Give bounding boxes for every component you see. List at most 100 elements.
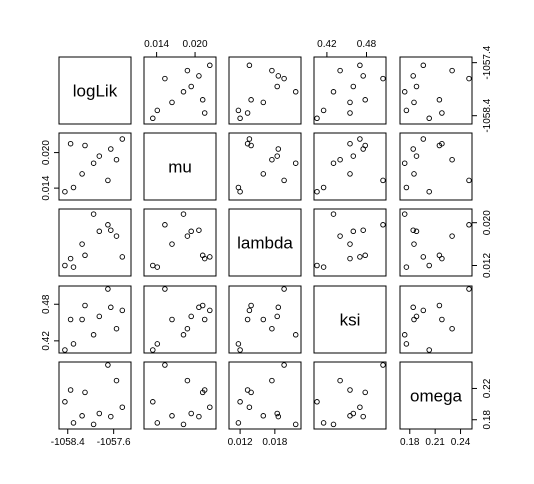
- point-ksi-vs-omega-8: [403, 341, 410, 347]
- point-ksi-vs-omega-5: [401, 332, 408, 338]
- point-ksi-vs-logLik-10: [62, 347, 68, 353]
- point-lambda-vs-mu-9: [201, 255, 208, 262]
- point-omega-vs-mu-4: [188, 410, 194, 417]
- point-omega-vs-mu-1: [184, 377, 191, 384]
- variable-label-lambda: lambda: [237, 234, 293, 253]
- panel-frame-lambda-logLik: [58, 208, 132, 277]
- panel-frame-lambda-omega: [399, 208, 473, 277]
- point-mu-vs-logLik-4: [96, 153, 103, 159]
- point-ksi-vs-mu-0: [207, 307, 213, 314]
- x-tick-label-bottom-logLik-0: -1058.4: [51, 437, 85, 448]
- point-omega-vs-mu-3: [162, 362, 168, 368]
- point-ksi-vs-lambda-7: [260, 316, 267, 323]
- point-mu-vs-lambda-10: [237, 188, 243, 195]
- y-tick-label-left-ksi-1: 0.48: [41, 294, 52, 314]
- variable-label-mu: mu: [168, 158, 192, 177]
- point-mu-vs-logLik-5: [90, 160, 97, 166]
- point-ksi-vs-logLik-3: [105, 286, 111, 292]
- point-ksi-vs-lambda-4: [274, 313, 280, 320]
- y-tick-label-right-logLik-1: -1057.4: [482, 45, 493, 79]
- point-omega-vs-logLik-2: [108, 413, 114, 420]
- point-ksi-vs-lambda-3: [281, 286, 287, 292]
- point-logLik-vs-omega-0: [420, 62, 427, 69]
- point-lambda-vs-mu-3: [162, 222, 168, 228]
- point-logLik-vs-omega-3: [466, 75, 472, 82]
- panel-frame-omega-mu: [143, 361, 217, 430]
- point-lambda-vs-logLik-6: [82, 252, 88, 259]
- point-logLik-vs-omega-4: [413, 83, 420, 90]
- point-ksi-vs-logLik-6: [82, 302, 88, 309]
- point-mu-vs-omega-0: [420, 136, 427, 142]
- point-ksi-vs-omega-9: [439, 316, 445, 323]
- point-lambda-vs-omega-7: [411, 241, 417, 247]
- point-mu-vs-omega-7: [411, 171, 417, 177]
- point-mu-vs-logLik-0: [119, 136, 126, 142]
- point-lambda-vs-omega-5: [401, 211, 408, 217]
- point-ksi-vs-logLik-1: [113, 325, 120, 332]
- point-logLik-vs-ksi-9: [347, 110, 353, 116]
- point-logLik-vs-omega-10: [426, 115, 432, 122]
- point-lambda-vs-omega-9: [439, 255, 445, 262]
- panel-frame-omega-lambda: [228, 361, 302, 430]
- point-mu-vs-omega-3: [466, 177, 472, 184]
- point-lambda-vs-logLik-9: [67, 255, 74, 262]
- point-lambda-vs-mu-7: [169, 241, 175, 247]
- point-ksi-vs-logLik-4: [96, 313, 103, 320]
- point-mu-vs-lambda-0: [246, 136, 253, 142]
- y-tick-label-left-mu-0: 0.014: [41, 175, 52, 200]
- point-logLik-vs-omega-8: [403, 107, 410, 114]
- point-omega-vs-logLik-6: [82, 389, 88, 396]
- point-ksi-vs-lambda-2: [275, 304, 282, 311]
- point-ksi-vs-logLik-7: [79, 316, 85, 323]
- point-mu-vs-logLik-8: [70, 184, 77, 191]
- panel-frame-ksi-lambda: [228, 285, 302, 354]
- point-ksi-vs-logLik-8: [70, 341, 77, 347]
- panel-frame-ksi-mu: [143, 285, 217, 354]
- point-ksi-vs-lambda-9: [244, 316, 251, 323]
- point-omega-vs-ksi-10: [314, 399, 320, 405]
- point-logLik-vs-lambda-9: [244, 110, 251, 116]
- point-omega-vs-mu-8: [154, 420, 161, 426]
- point-logLik-vs-ksi-5: [330, 89, 337, 95]
- point-ksi-vs-omega-7: [411, 316, 417, 323]
- variable-label-omega: omega: [410, 387, 463, 406]
- point-omega-vs-ksi-5: [330, 421, 337, 428]
- point-omega-vs-logLik-10: [62, 399, 68, 405]
- point-mu-vs-logLik-1: [113, 156, 120, 163]
- point-mu-vs-ksi-9: [347, 140, 353, 147]
- point-omega-vs-logLik-0: [119, 404, 126, 410]
- panel-frame-logLik-omega: [399, 56, 473, 125]
- point-lambda-vs-omega-1: [449, 233, 455, 239]
- point-logLik-vs-mu-3: [162, 75, 168, 82]
- point-lambda-vs-omega-8: [403, 264, 410, 270]
- point-ksi-vs-omega-4: [413, 313, 420, 320]
- x-tick-label-top-mu-1: 0.020: [183, 39, 208, 50]
- point-logLik-vs-omega-9: [439, 110, 445, 116]
- x-tick-label-bottom-lambda-0: 0.012: [228, 437, 253, 448]
- point-ksi-vs-mu-7: [169, 316, 175, 323]
- point-logLik-vs-ksi-0: [357, 62, 363, 69]
- point-logLik-vs-omega-1: [449, 67, 455, 74]
- point-omega-vs-lambda-3: [281, 362, 287, 368]
- point-logLik-vs-lambda-8: [235, 107, 242, 114]
- point-logLik-vs-lambda-0: [246, 62, 253, 69]
- point-omega-vs-lambda-0: [246, 404, 253, 410]
- point-logLik-vs-lambda-4: [274, 83, 280, 90]
- point-ksi-vs-lambda-10: [237, 347, 243, 353]
- point-logLik-vs-ksi-3: [380, 75, 386, 82]
- point-mu-vs-ksi-1: [337, 156, 343, 163]
- panel-frame-mu-omega: [399, 132, 473, 201]
- point-ksi-vs-mu-8: [154, 341, 161, 347]
- point-lambda-vs-mu-5: [180, 211, 187, 217]
- point-omega-vs-ksi-9: [347, 387, 353, 393]
- panel-frame-logLik-mu: [143, 56, 217, 125]
- point-logLik-vs-lambda-5: [292, 89, 299, 95]
- point-omega-vs-lambda-1: [269, 377, 275, 384]
- point-lambda-vs-ksi-5: [330, 211, 337, 217]
- point-lambda-vs-ksi-2: [360, 227, 366, 233]
- point-lambda-vs-mu-1: [184, 233, 191, 239]
- point-ksi-vs-mu-6: [199, 302, 206, 309]
- panel-frame-omega-ksi: [313, 361, 387, 430]
- point-lambda-vs-omega-3: [466, 222, 472, 228]
- point-ksi-vs-mu-1: [184, 325, 191, 332]
